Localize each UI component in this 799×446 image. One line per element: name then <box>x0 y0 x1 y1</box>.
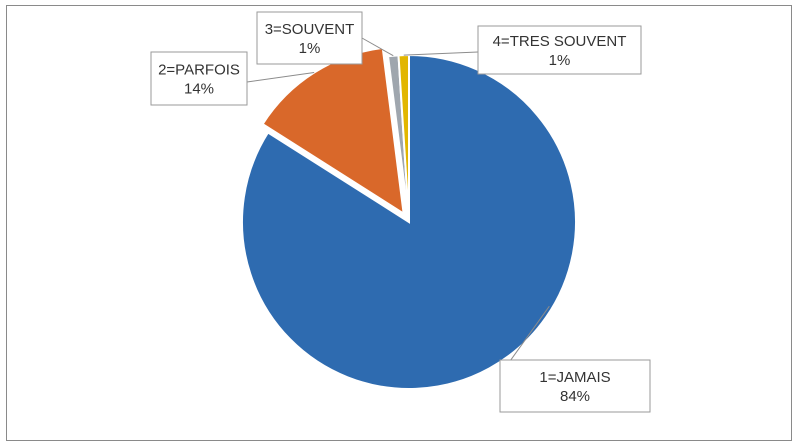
data-label-category-2: 2=PARFOIS <box>158 62 240 79</box>
data-label-box-4 <box>477 25 642 75</box>
leader-line-2 <box>246 72 315 83</box>
data-label-percent-1: 84% <box>560 388 590 405</box>
data-label-percent-4: 1% <box>549 52 571 69</box>
leader-line-3 <box>361 37 394 57</box>
data-label-category-4: 4=TRES SOUVENT <box>493 33 627 50</box>
data-label-box-1 <box>499 359 651 413</box>
data-label-category-3: 3=SOUVENT <box>265 21 355 38</box>
data-label-percent-2: 14% <box>184 81 214 98</box>
leader-line-4 <box>403 51 479 56</box>
data-label-category-1: 1=JAMAIS <box>539 369 610 386</box>
data-label-box-3 <box>256 11 363 65</box>
data-label-box-2 <box>150 51 248 106</box>
data-label-percent-3: 1% <box>299 40 321 57</box>
